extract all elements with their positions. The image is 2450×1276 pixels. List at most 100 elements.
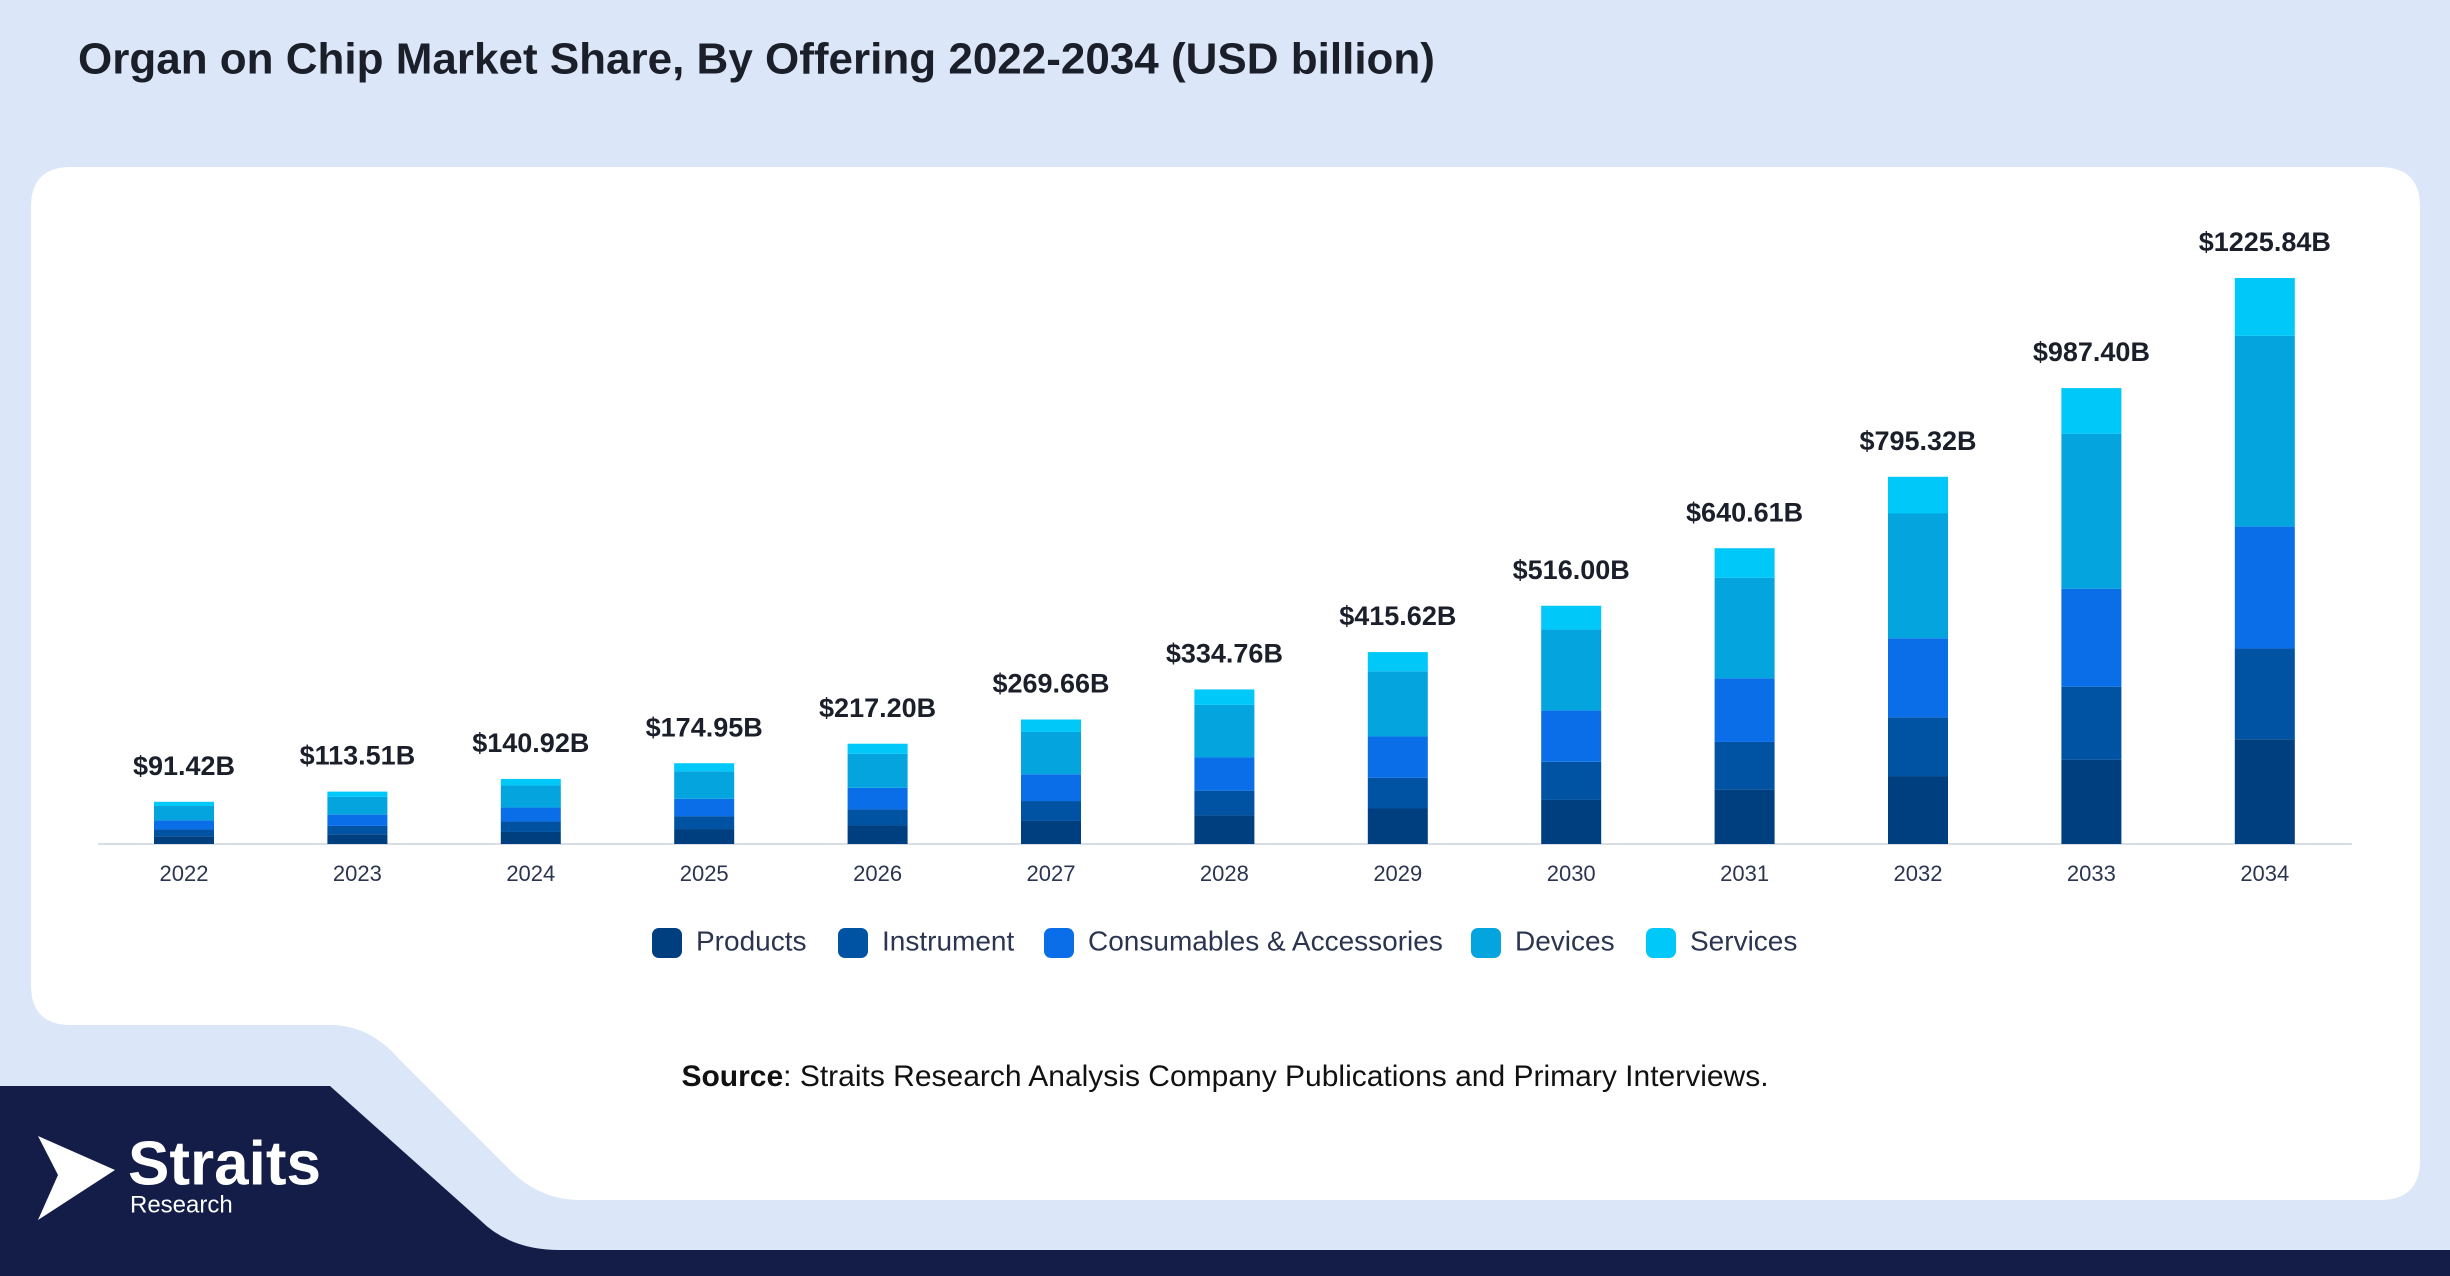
bar-segment: [500, 831, 561, 844]
bar-segment: [327, 825, 388, 835]
bar-segment: [500, 821, 561, 832]
bar-segment: [2061, 433, 2122, 589]
x-tick-label: 2032: [1894, 861, 1943, 886]
bar-segment: [847, 753, 908, 788]
bar-segment: [154, 801, 214, 807]
bar-segment: [327, 796, 388, 815]
bar-segment: [1367, 808, 1428, 844]
bar-segment: [1888, 638, 1948, 718]
x-tick-label: 2023: [333, 861, 382, 886]
total-label: $334.76B: [1166, 639, 1283, 669]
legend-swatch: [1471, 928, 1501, 958]
bar-segment: [154, 829, 214, 837]
bar-segment: [2061, 388, 2122, 434]
bar-segment: [1021, 774, 1081, 802]
total-label: $217.20B: [819, 693, 936, 723]
bar-segment: [674, 763, 735, 772]
card: [31, 167, 2420, 1200]
x-tick-label: 2027: [1027, 861, 1076, 886]
bar-segment: [1194, 757, 1255, 791]
bar-segment: [1888, 717, 1948, 777]
bar-segment: [2234, 648, 2295, 740]
x-tick-label: 2031: [1720, 861, 1769, 886]
bar-segment: [154, 836, 214, 844]
total-label: $1225.84B: [2199, 227, 2331, 257]
bar-segment: [1714, 741, 1775, 790]
x-tick-label: 2034: [2240, 861, 2289, 886]
legend-label: Devices: [1515, 925, 1615, 956]
x-tick-label: 2030: [1547, 861, 1596, 886]
bar-segment: [1888, 776, 1948, 844]
bar-segment: [1021, 801, 1081, 821]
total-label: $91.42B: [133, 751, 235, 781]
bar-segment: [2061, 759, 2122, 844]
x-tick-label: 2029: [1373, 861, 1422, 886]
bar-segment: [1888, 513, 1948, 639]
legend-swatch: [652, 928, 682, 958]
total-label: $795.32B: [1859, 426, 1976, 456]
bar-segment: [1021, 820, 1081, 844]
chart-title: Organ on Chip Market Share, By Offering …: [78, 35, 1435, 84]
bar-segment: [847, 809, 908, 826]
x-tick-label: 2024: [506, 861, 555, 886]
total-label: $269.66B: [992, 669, 1109, 699]
bar-segment: [500, 785, 561, 808]
total-label: $987.40B: [2033, 337, 2150, 367]
bar-segment: [1541, 629, 1602, 711]
total-label: $640.61B: [1686, 497, 1803, 527]
source-text: : Straits Research Analysis Company Publ…: [783, 1060, 1768, 1093]
logo-sub: Research: [130, 1191, 233, 1218]
total-label: $415.62B: [1339, 601, 1456, 631]
bar-segment: [1367, 671, 1428, 737]
bar-segment: [2234, 739, 2295, 844]
legend-label: Products: [696, 925, 807, 956]
source-label: Source: [681, 1060, 783, 1093]
bar-segment: [674, 816, 735, 830]
total-label: $516.00B: [1513, 555, 1630, 585]
total-label: $140.92B: [472, 728, 589, 758]
bar-segment: [154, 820, 214, 830]
legend-swatch: [1044, 928, 1074, 958]
bar-segment: [674, 798, 735, 817]
bar-segment: [1714, 789, 1775, 844]
bar-segment: [154, 806, 214, 821]
source: Source: Straits Research Analysis Compan…: [681, 1060, 1768, 1093]
bar-segment: [2061, 686, 2122, 760]
total-label: $113.51B: [300, 741, 416, 771]
bar-segment: [1888, 476, 1948, 514]
bar-segment: [847, 787, 908, 810]
bar-segment: [1021, 719, 1081, 732]
bar-segment: [1541, 605, 1602, 630]
bar-segment: [1367, 652, 1428, 672]
bar-segment: [1367, 736, 1428, 778]
bar-segment: [847, 825, 908, 844]
bar-segment: [500, 807, 561, 822]
bar-segment: [1714, 577, 1775, 679]
logo-name: Straits: [128, 1129, 321, 1198]
bar-segment: [2234, 335, 2295, 527]
bar-segment: [1541, 799, 1602, 844]
legend-label: Services: [1690, 925, 1797, 956]
x-tick-label: 2028: [1200, 861, 1249, 886]
bar-segment: [2234, 278, 2295, 336]
x-tick-label: 2026: [853, 861, 902, 886]
bar-segment: [674, 829, 735, 844]
bar-segment: [500, 778, 561, 786]
x-tick-label: 2033: [2067, 861, 2116, 886]
bar-segment: [327, 814, 388, 826]
bar-segment: [1367, 777, 1428, 809]
bar-segment: [1541, 761, 1602, 800]
x-tick-label: 2025: [680, 861, 729, 886]
legend-label: Instrument: [882, 925, 1014, 956]
x-tick-label: 2022: [160, 861, 209, 886]
bar-segment: [1714, 548, 1775, 578]
bar-segment: [2061, 588, 2122, 687]
footer-band: [0, 1086, 2450, 1276]
bar-segment: [847, 743, 908, 754]
bar-segment: [327, 834, 388, 844]
legend-label: Consumables & Accessories: [1088, 925, 1443, 956]
bar-segment: [1021, 731, 1081, 775]
bar-segment: [1194, 689, 1255, 705]
logo-icon: [38, 1136, 115, 1220]
